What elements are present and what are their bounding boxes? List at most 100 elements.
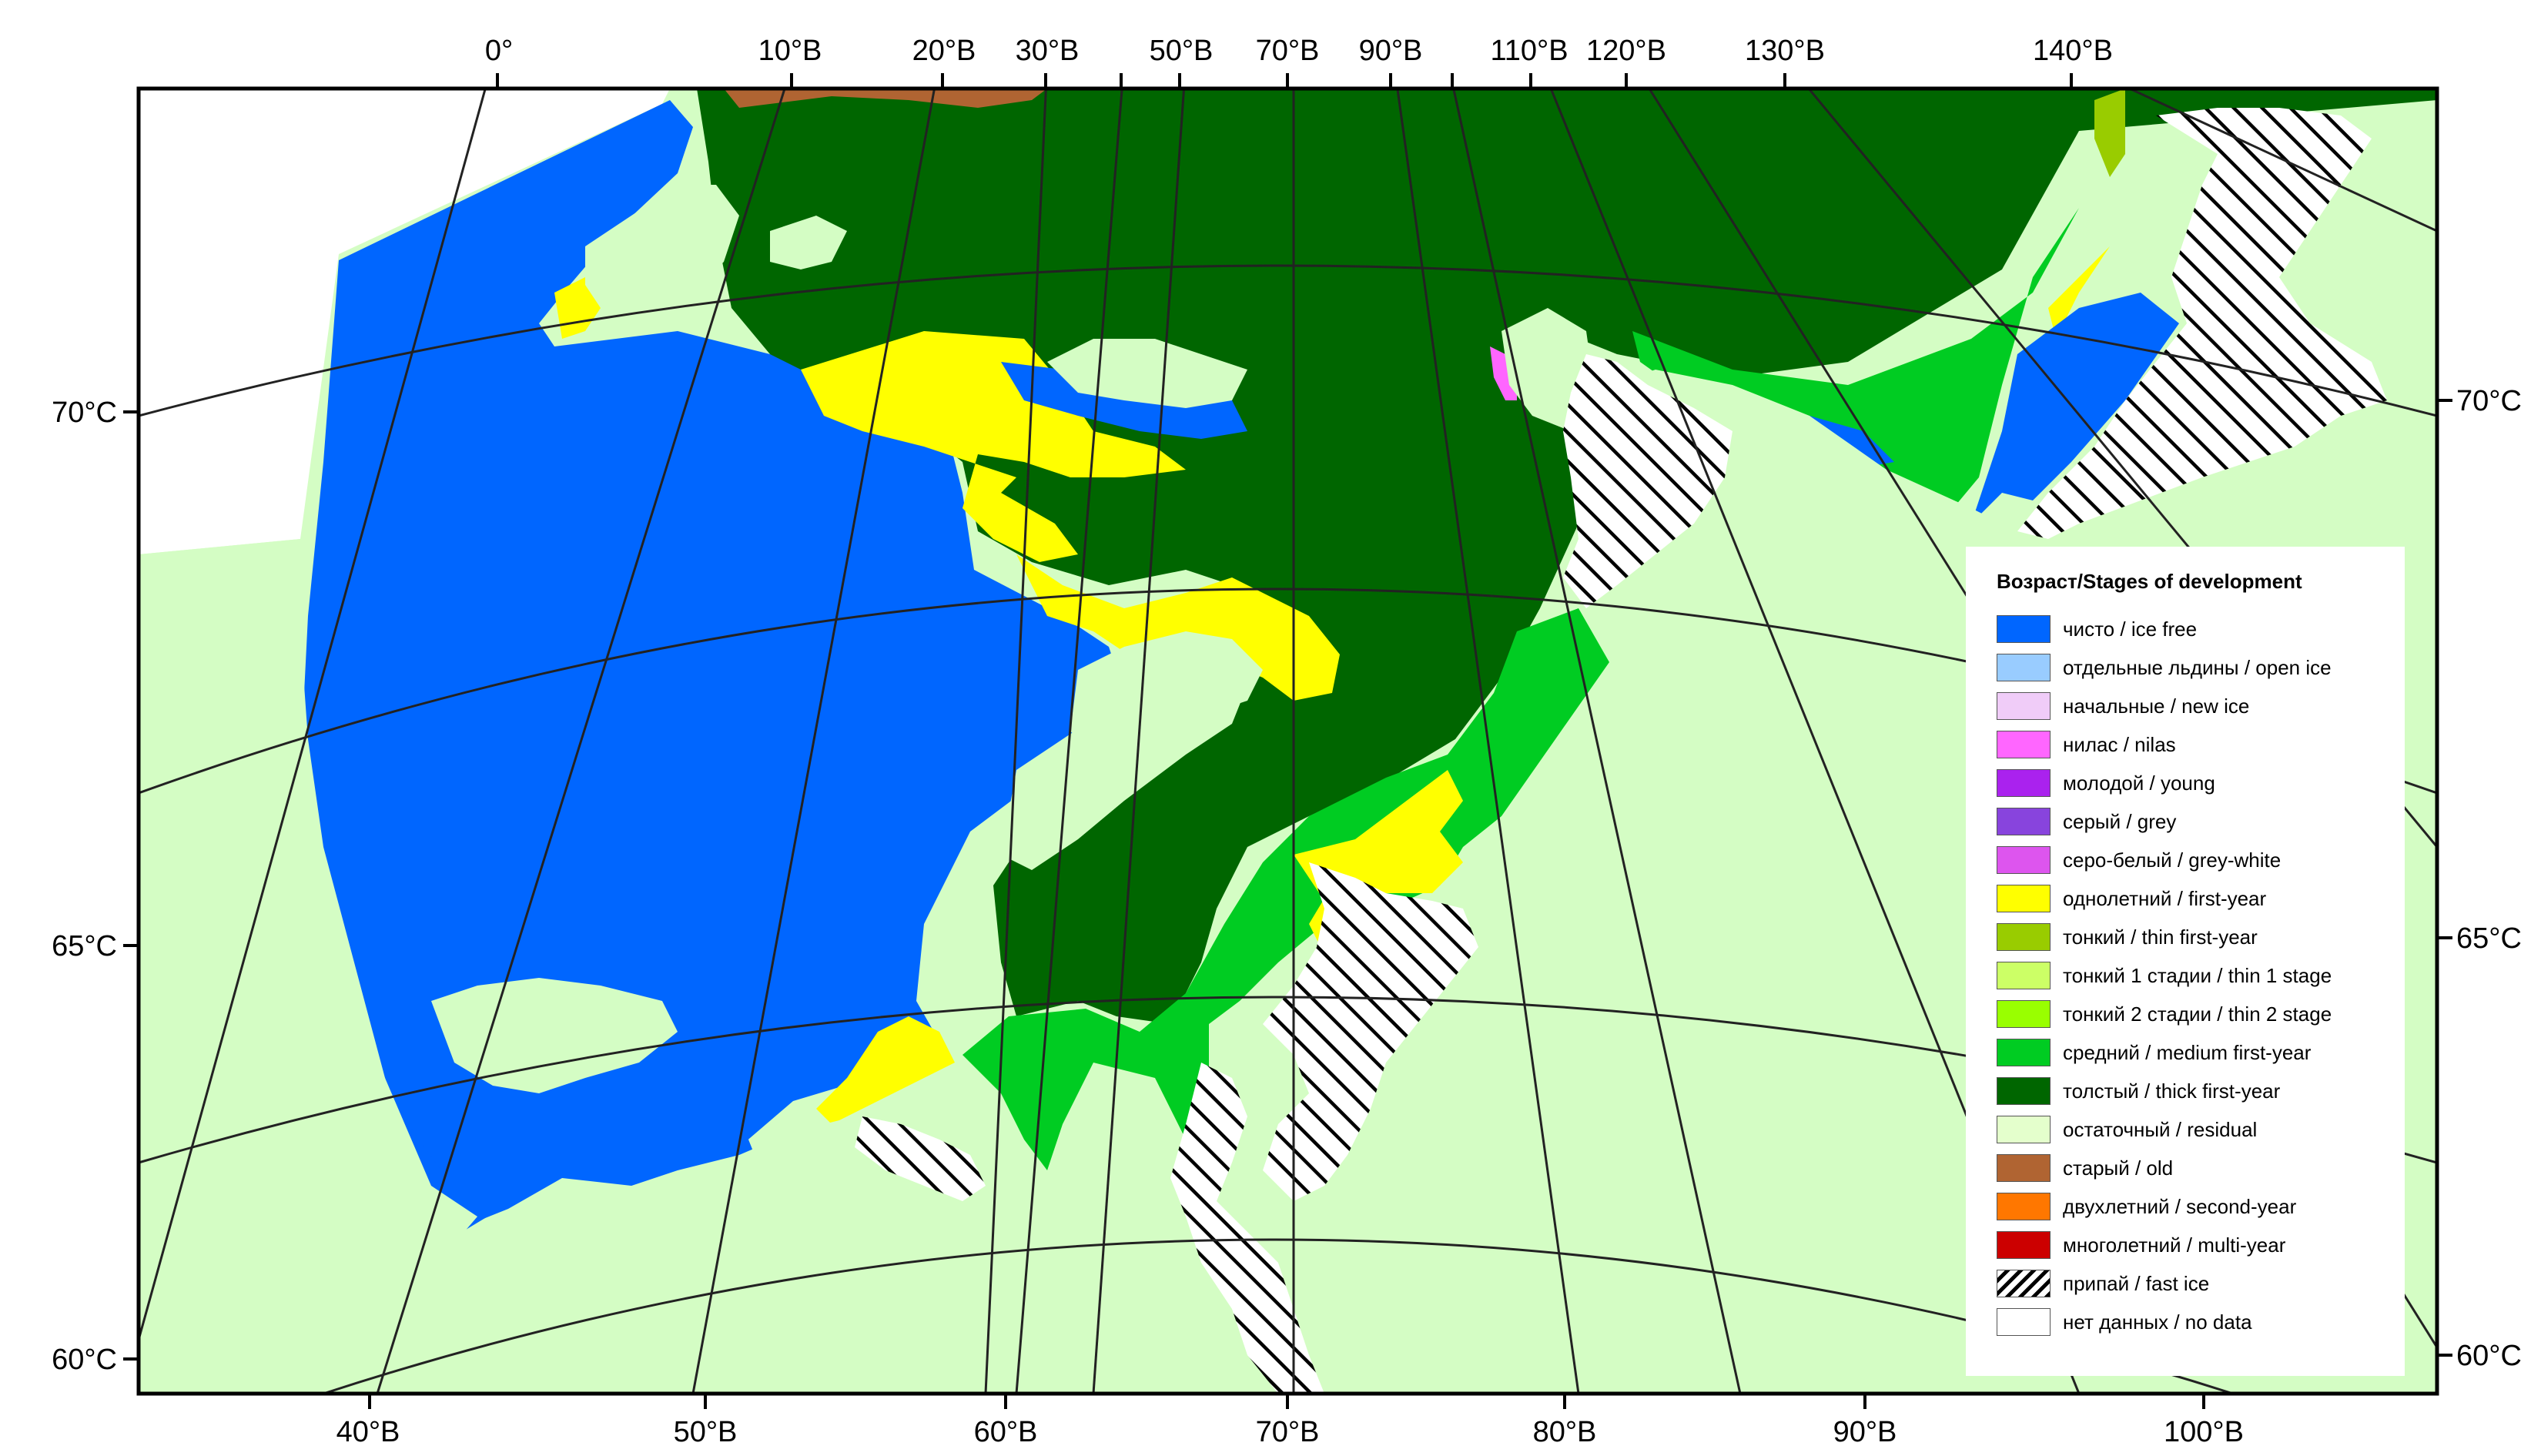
top-lon-label: 20°В: [912, 35, 976, 67]
bottom-lon-label: 50°В: [674, 1416, 738, 1448]
legend-item: начальные / new ice: [1997, 687, 2405, 725]
legend-item-label: серо-белый / grey-white: [2063, 848, 2282, 872]
legend-item-label: однолетний / first-year: [2063, 886, 2267, 910]
legend-item: тонкий / thin first-year: [1997, 918, 2405, 956]
fast-ice-kara-south: [1263, 862, 1478, 1201]
legend-item: нилас / nilas: [1997, 725, 2405, 764]
legend-item-label: тонкий / thin first-year: [2063, 925, 2258, 949]
bottom-lon-label: 60°В: [974, 1416, 1038, 1448]
top-lon-label: 120°В: [1586, 35, 1666, 67]
tick-marks: [123, 73, 2452, 1409]
franz-josef-land: [770, 216, 847, 269]
medium-first-year-ice: [962, 608, 1609, 1170]
legend-item: тонкий 2 стадии / thin 2 stage: [1997, 995, 2405, 1033]
no-data-area: [139, 89, 670, 554]
legend-item: серо-белый / grey-white: [1997, 841, 2405, 879]
color-swatch-icon: [1997, 808, 2051, 835]
legend-item: многолетний / multi-year: [1997, 1226, 2405, 1264]
nilas-ice: [1490, 346, 1517, 400]
bottom-lon-label: 100°В: [2164, 1416, 2244, 1448]
top-lon-label: 70°В: [1256, 35, 1320, 67]
legend-item-label: толстый / thick first-year: [2063, 1079, 2281, 1103]
legend-item: средний / medium first-year: [1997, 1033, 2405, 1072]
legend-item-label: чисто / ice free: [2063, 617, 2198, 641]
legend-item: молодой / young: [1997, 764, 2405, 802]
top-lon-label: 140°В: [2033, 35, 2113, 67]
left-latitude-labels: 70°С 65°С 60°С: [52, 397, 117, 1376]
ice-free-area: [302, 100, 1124, 1232]
fast-ice-taymyr: [1563, 354, 1732, 608]
color-swatch-icon: [1997, 1039, 2051, 1066]
legend-item: остаточный / residual: [1997, 1110, 2405, 1149]
top-lon-label: 10°В: [758, 35, 822, 67]
color-swatch-icon: [1997, 846, 2051, 874]
medium-first-year-ice-laptev: [1632, 208, 2079, 524]
legend-item-label: нет данных / no data: [2063, 1310, 2252, 1334]
legend-item-label: старый / old: [2063, 1156, 2174, 1180]
legend-item-label: остаточный / residual: [2063, 1117, 2258, 1141]
legend-item: серый / grey: [1997, 802, 2405, 841]
top-lon-label: 130°В: [1745, 35, 1825, 67]
legend-item-label: тонкий 1 стадии / thin 1 stage: [2063, 963, 2332, 987]
color-swatch-icon: [1997, 1000, 2051, 1028]
legend-item: однолетний / first-year: [1997, 879, 2405, 918]
right-lat-label: 65°С: [2456, 922, 2522, 955]
legend-item-label: нилас / nilas: [2063, 732, 2176, 756]
bottom-longitude-labels: 40°В 50°В 60°В 70°В 80°В 90°В 100°В: [336, 1416, 2244, 1448]
left-lat-label: 70°С: [52, 397, 117, 429]
legend-item-label: средний / medium first-year: [2063, 1040, 2312, 1064]
legend-item-label: двухлетний / second-year: [2063, 1194, 2297, 1218]
fast-ice-ob: [1170, 1063, 1324, 1394]
color-swatch-icon: [1997, 1116, 2051, 1143]
right-lat-label: 70°С: [2456, 385, 2522, 417]
legend-item: чисто / ice free: [1997, 610, 2405, 648]
legend-list: чисто / ice free отдельные льдины / open …: [1997, 610, 2405, 1341]
color-swatch-icon: [1997, 654, 2051, 681]
legend-item: двухлетний / second-year: [1997, 1187, 2405, 1226]
graticule: [139, 89, 2437, 1394]
first-year-ice-pechora: [1016, 554, 1340, 701]
legend-item: припай / fast ice: [1997, 1264, 2405, 1303]
legend-item: тонкий 1 стадии / thin 1 stage: [1997, 956, 2405, 995]
left-lat-label: 60°С: [52, 1344, 117, 1376]
thin-first-year-ice: [2094, 89, 2125, 177]
right-latitude-labels: 70°С 65°С 60°С: [2456, 385, 2522, 1372]
top-lon-label: 50°В: [1150, 35, 1214, 67]
svalbard-land: [585, 185, 739, 323]
ice-free-east: [1971, 293, 2179, 524]
color-swatch-icon: [1997, 692, 2051, 720]
color-swatch-icon: [1997, 731, 2051, 758]
legend-item-label: припай / fast ice: [2063, 1271, 2210, 1295]
legend-item-label: тонкий 2 стадии / thin 2 stage: [2063, 1002, 2332, 1026]
color-swatch-icon: [1997, 1193, 2051, 1220]
color-swatch-icon: [1997, 962, 2051, 989]
legend-item: отдельные льдины / open ice: [1997, 648, 2405, 687]
color-swatch-icon: [1997, 885, 2051, 912]
color-swatch-icon: [1997, 923, 2051, 951]
legend-item-label: отдельные льдины / open ice: [2063, 655, 2332, 679]
kola-land: [431, 978, 678, 1093]
color-swatch-icon: [1997, 1077, 2051, 1105]
russia-land: [462, 1093, 1247, 1394]
legend-title: Возраст/Stages of development: [1997, 570, 2302, 593]
top-longitude-labels: 0° 10°В 20°В 30°В 50°В 70°В 90°В 110°В 1…: [485, 35, 2113, 67]
top-lon-label: 110°В: [1490, 35, 1568, 67]
right-lat-label: 60°С: [2456, 1340, 2522, 1372]
bottom-lon-label: 40°В: [336, 1416, 400, 1448]
color-swatch-icon: [1997, 1154, 2051, 1182]
color-swatch-icon: [1997, 1231, 2051, 1259]
white-sea: [377, 993, 755, 1224]
color-swatch-icon: [1997, 1308, 2051, 1336]
bottom-lon-label: 80°В: [1533, 1416, 1597, 1448]
first-year-ice-pechora-south: [816, 1016, 955, 1124]
top-lon-label: 30°В: [1016, 35, 1080, 67]
legend-item-label: начальные / new ice: [2063, 694, 2250, 718]
first-year-ice-laptev: [2048, 246, 2110, 339]
legend-item: толстый / thick first-year: [1997, 1072, 2405, 1110]
legend-item: старый / old: [1997, 1149, 2405, 1187]
legend-item-label: многолетний / multi-year: [2063, 1233, 2286, 1257]
fast-ice-pechora: [855, 1116, 986, 1201]
first-year-ice-novaya-zemlya: [801, 331, 1186, 562]
top-lon-label: 90°В: [1359, 35, 1423, 67]
